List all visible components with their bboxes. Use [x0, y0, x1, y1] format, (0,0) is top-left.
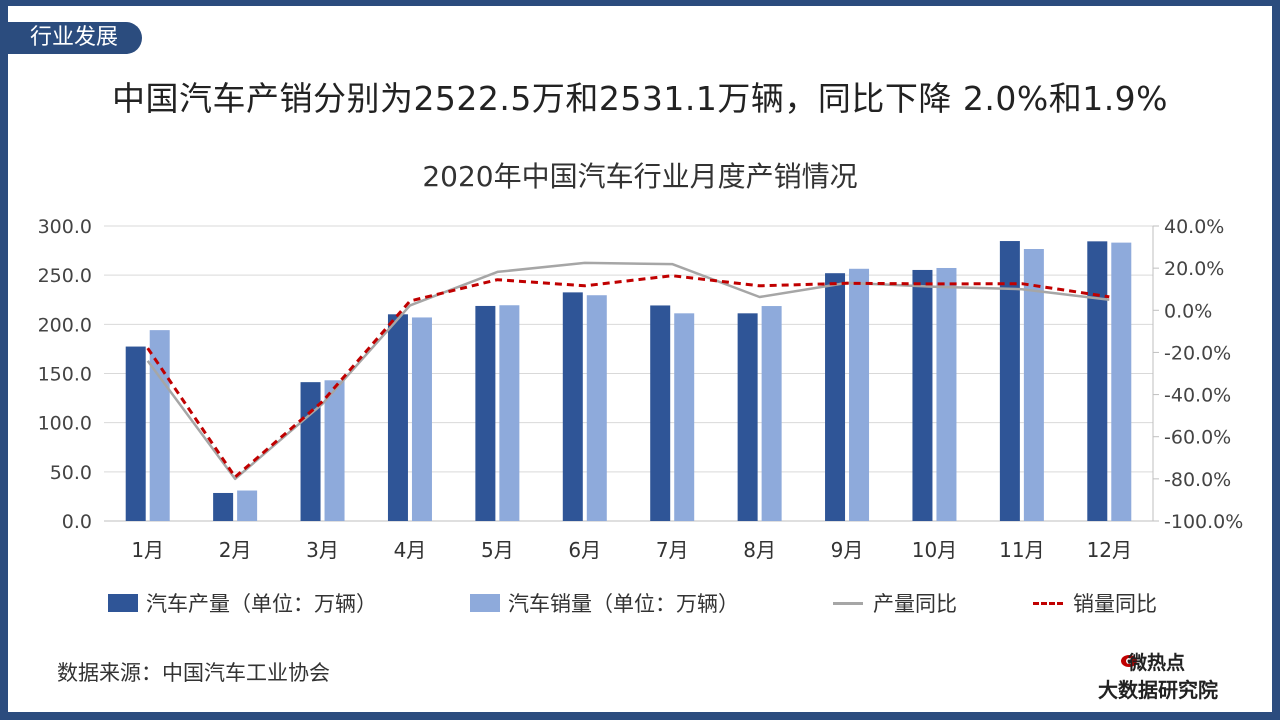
data-source: 数据来源：中国汽车工业协会	[57, 661, 330, 685]
bar-production	[125, 346, 146, 521]
y-left-tick-label: 250.0	[38, 265, 92, 287]
bar-production	[825, 273, 846, 521]
y-right-tick-label: -100.0%	[1164, 511, 1243, 533]
logo-line1: 微热点	[1128, 652, 1186, 674]
x-tick-label: 7月	[656, 538, 689, 562]
x-tick-label: 6月	[568, 538, 601, 562]
x-tick-label: 12月	[1087, 538, 1132, 562]
x-tick-label: 8月	[743, 538, 776, 562]
y-right-tick-label: 40.0%	[1164, 216, 1224, 238]
legend-swatch-production	[108, 594, 138, 612]
bar-sales	[936, 267, 957, 521]
chart-title: 2020年中国汽车行业月度产销情况	[422, 160, 858, 193]
x-tick-label: 3月	[306, 538, 339, 562]
legend-sales-yoy: 销量同比	[1033, 588, 1157, 618]
x-tick-label: 9月	[831, 538, 864, 562]
brand-logo: 微热点 大数据研究院	[1098, 648, 1238, 702]
bar-sales	[849, 268, 870, 521]
y-right-tick-label: 0.0%	[1164, 300, 1212, 322]
y-left-tick-label: 200.0	[38, 314, 92, 336]
bar-production	[999, 241, 1020, 522]
y-right-tick-label: -80.0%	[1164, 469, 1231, 491]
x-tick-label: 1月	[131, 538, 164, 562]
bar-production	[1087, 241, 1108, 521]
section-tag: 行业发展	[8, 22, 143, 54]
x-tick-label: 2月	[219, 538, 252, 562]
y-left-tick-label: 100.0	[38, 413, 92, 435]
y-left-tick-label: 150.0	[38, 364, 92, 386]
bar-sales	[674, 313, 695, 521]
bar-production	[737, 313, 758, 521]
bar-sales	[586, 295, 607, 521]
legend-production-yoy: 产量同比	[833, 588, 957, 618]
bar-sales	[761, 306, 782, 521]
bar-production	[912, 269, 933, 521]
bar-production	[213, 492, 234, 521]
bar-sales	[411, 317, 432, 521]
bar-production	[387, 314, 408, 521]
y-right-tick-label: -60.0%	[1164, 427, 1231, 449]
legend-swatch-sales	[470, 594, 500, 612]
legend-swatch-production-yoy	[833, 601, 863, 605]
legend-label-sales: 汽车销量（单位：万辆）	[508, 592, 739, 616]
logo-line2: 大数据研究院	[1098, 678, 1218, 702]
legend-swatch-sales-yoy	[1033, 601, 1063, 605]
eye-logo-icon	[1121, 655, 1137, 667]
y-left-tick-label: 50.0	[50, 462, 92, 484]
headline: 中国汽车产销分别为2522.5万和2531.1万辆，同比下降 2.0%和1.9%	[111, 79, 1169, 118]
x-tick-label: 11月	[999, 538, 1044, 562]
x-tick-label: 10月	[912, 538, 957, 562]
y-left-tick-label: 0.0	[62, 511, 92, 533]
y-right-tick-label: -40.0%	[1164, 385, 1231, 407]
chart-legend: 汽车产量（单位：万辆） 汽车销量（单位：万辆） 产量同比 销量同比	[0, 588, 1280, 622]
bar-sales	[149, 330, 170, 521]
bar-sales	[499, 305, 520, 521]
bar-sales	[1023, 249, 1044, 521]
legend-production: 汽车产量（单位：万辆）	[108, 588, 377, 618]
line-sales-yoy	[146, 274, 1110, 479]
bar-production	[475, 305, 496, 521]
bar-sales	[1111, 242, 1132, 521]
bar-sales	[324, 380, 345, 521]
legend-label-sales-yoy: 销量同比	[1073, 592, 1157, 616]
x-tick-label: 5月	[481, 538, 514, 562]
line-production-yoy	[146, 261, 1110, 481]
legend-sales: 汽车销量（单位：万辆）	[470, 588, 739, 618]
bar-production	[650, 305, 671, 521]
legend-label-production-yoy: 产量同比	[873, 592, 957, 616]
y-left-tick-label: 300.0	[38, 216, 92, 238]
legend-label-production: 汽车产量（单位：万辆）	[146, 592, 377, 616]
y-right-tick-label: 20.0%	[1164, 258, 1224, 280]
y-right-tick-label: -20.0%	[1164, 342, 1231, 364]
bar-production	[562, 292, 583, 521]
bar-sales	[237, 490, 258, 521]
x-tick-label: 4月	[394, 538, 427, 562]
bar-production	[300, 382, 321, 521]
